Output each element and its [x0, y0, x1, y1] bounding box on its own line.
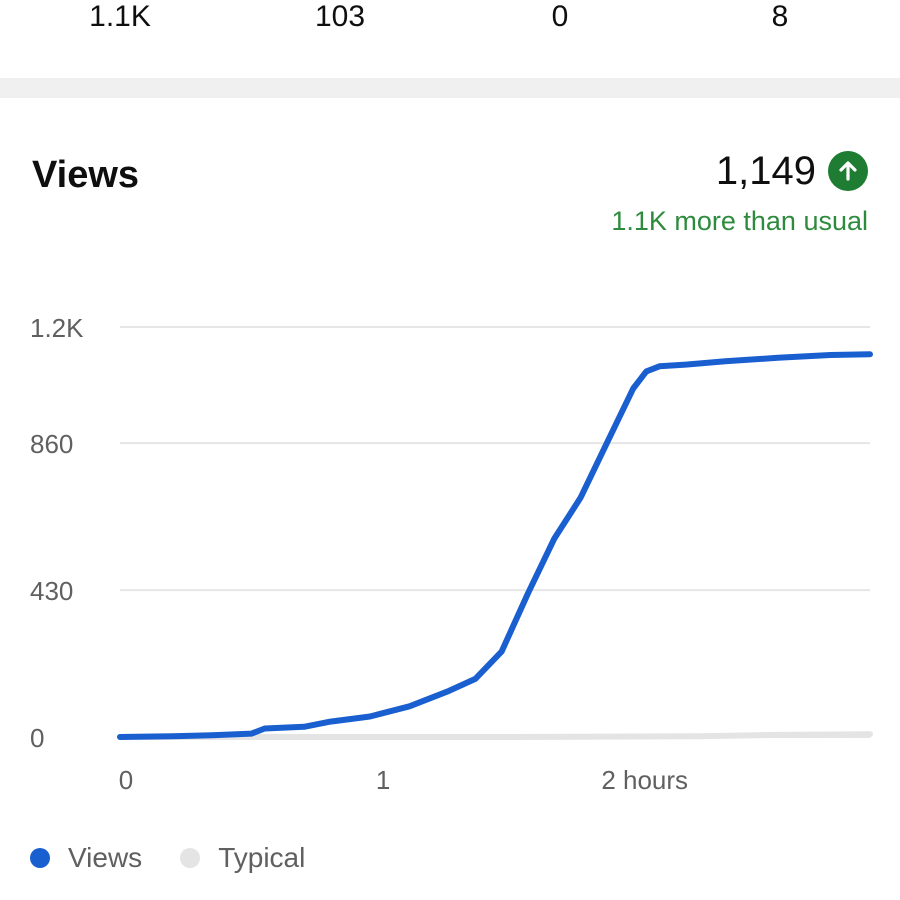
views-line-chart: 0 430 860 1.2K 0 1 2 hours [30, 313, 873, 795]
stat-value: 0 [551, 0, 569, 33]
chart-legend: Views Typical [30, 842, 343, 874]
x-tick-label: 0 [119, 765, 133, 795]
legend-label-views: Views [68, 842, 143, 873]
y-tick-label: 0 [30, 723, 44, 753]
series-line-typical [117, 731, 873, 740]
arrow-up-circle-icon [828, 151, 868, 191]
views-card-title: Views [32, 154, 140, 196]
legend-dot-typical [180, 848, 201, 868]
legend-item-views[interactable]: Views [30, 842, 142, 874]
legend-dot-views [30, 848, 50, 868]
legend-label-typical: Typical [218, 842, 306, 873]
section-divider [0, 78, 900, 98]
views-total-value: 1,149 [715, 149, 816, 193]
series-line-views [117, 351, 873, 740]
stat-value: 1.1K [89, 0, 151, 33]
views-comparison-text: 1.1K more than usual [611, 206, 868, 236]
x-tick-label: 1 [376, 765, 390, 795]
x-tick-label: 2 hours [601, 765, 688, 795]
stat-value: 103 [314, 0, 366, 33]
y-tick-label: 1.2K [30, 313, 84, 343]
summary-stats-row: 1.1K 103 0 8 [0, 0, 900, 78]
y-tick-label: 430 [30, 576, 73, 606]
views-total-group: 1,149 [716, 146, 868, 196]
legend-item-typical[interactable]: Typical [180, 842, 305, 874]
stat-value: 8 [771, 0, 789, 33]
y-tick-label: 860 [30, 429, 73, 459]
